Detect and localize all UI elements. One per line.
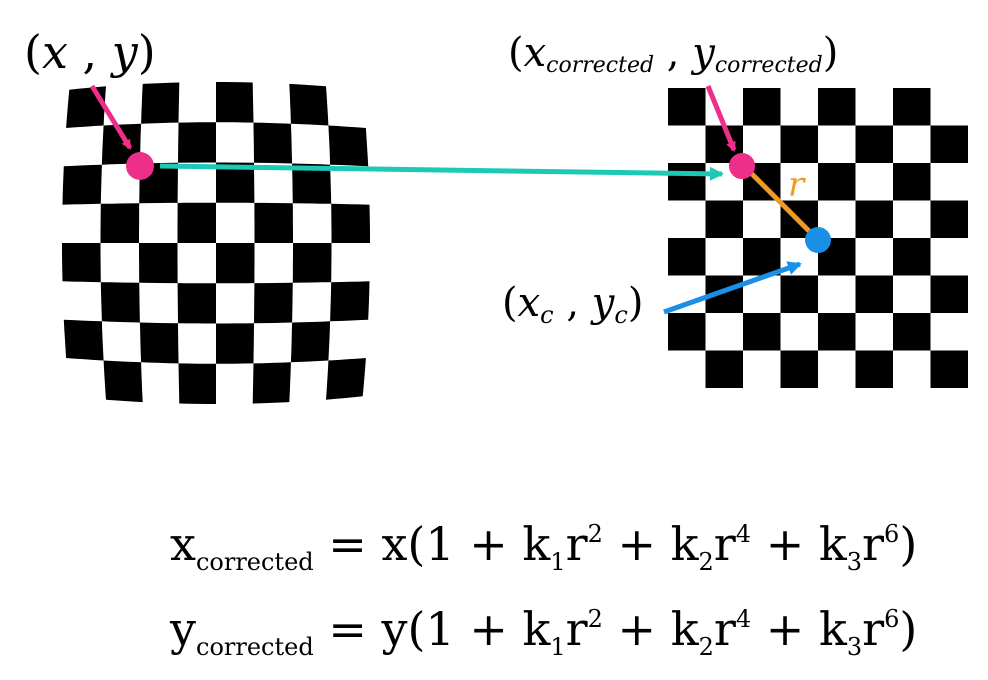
checker-square (62, 164, 102, 205)
checker-square (818, 163, 856, 201)
checker-square (141, 82, 180, 124)
checker-square (893, 313, 931, 351)
checker-square (668, 88, 706, 126)
checker-square (177, 202, 216, 243)
checker-square (101, 123, 142, 165)
checker-square (855, 125, 893, 163)
corrected-point-marker (729, 153, 755, 179)
checker-square (780, 350, 818, 388)
equation-y: ycorrected = y(1 + k1r2 + k2r4 + k3r6) (169, 602, 917, 661)
checker-square (290, 321, 331, 363)
checker-square (780, 275, 818, 313)
checker-square (705, 350, 743, 388)
distorted-point-pointer-arrow (89, 84, 133, 150)
checker-square (100, 282, 140, 323)
checker-square (216, 323, 254, 364)
checker-square (893, 238, 931, 276)
checker-square (893, 163, 931, 201)
checker-square (893, 88, 931, 126)
checker-square (930, 275, 968, 313)
checker-square (330, 281, 370, 322)
center-pointer-arrow (663, 261, 802, 315)
checker-square (855, 200, 893, 238)
distorted-checkerboard (62, 82, 370, 404)
checker-square (100, 203, 140, 243)
checker-square (66, 86, 106, 128)
checker-square (743, 313, 781, 351)
checker-square (930, 125, 968, 163)
center-point-label: (xc , yc) (502, 280, 643, 329)
distorted-point-marker (126, 152, 154, 180)
radius-label: r (788, 165, 806, 205)
checker-square (331, 203, 370, 243)
checker-square (292, 243, 332, 283)
checker-square (139, 322, 179, 364)
checker-square (139, 243, 178, 284)
mapping-arrow (159, 163, 724, 181)
checker-square (328, 125, 369, 167)
corrected-point-pointer-arrow (705, 85, 737, 152)
corrected-checkerboard (668, 88, 968, 388)
checker-square (855, 350, 893, 388)
checker-square (780, 125, 818, 163)
checker-square (63, 319, 104, 361)
checker-square (292, 163, 332, 204)
checker-square (216, 162, 255, 203)
checker-square (818, 88, 856, 126)
checker-square (62, 243, 101, 283)
checker-square (668, 313, 706, 351)
checker-square (668, 163, 706, 201)
checker-square (103, 360, 143, 403)
checker-square (289, 83, 329, 126)
checker-square (216, 243, 255, 284)
checker-square (178, 122, 216, 163)
checker-square (254, 202, 293, 243)
checker-square (178, 363, 216, 404)
checker-square (930, 350, 968, 388)
corrected-point-label: (xcorrected , ycorrected) (508, 30, 838, 78)
checker-square (668, 238, 706, 276)
checker-square (855, 275, 893, 313)
checker-square (743, 238, 781, 276)
checker-square (705, 200, 743, 238)
center-point-marker (805, 227, 831, 253)
checker-square (818, 313, 856, 351)
checker-square (216, 82, 254, 123)
radius-line (742, 164, 820, 242)
checker-square (254, 282, 293, 324)
equation-x: xcorrected = x(1 + k1r2 + k2r4 + k3r6) (170, 517, 917, 576)
checker-square (930, 200, 968, 238)
checker-square (177, 283, 216, 324)
checker-square (743, 88, 781, 126)
checker-square (252, 362, 291, 404)
checker-square (253, 122, 293, 164)
distorted-point-label: (x , y) (24, 25, 156, 79)
checker-square (326, 358, 366, 400)
